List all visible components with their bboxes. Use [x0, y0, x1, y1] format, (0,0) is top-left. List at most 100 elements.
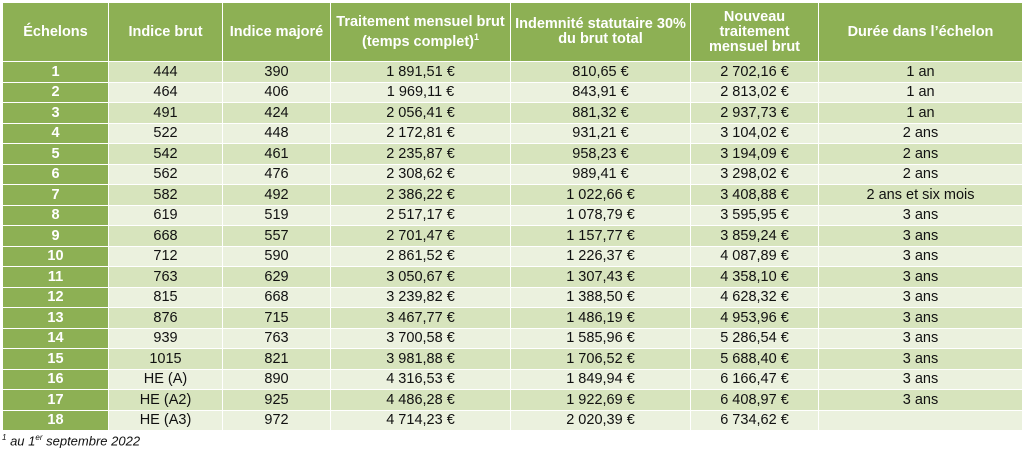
- cell-indemnite: 881,32 €: [510, 102, 691, 124]
- cell-echelon: 12: [2, 286, 109, 308]
- table-row: 9 668 557 2 701,47 €1 157,77 €3 859,24 €3 a…: [2, 225, 1023, 247]
- cell-duree: 2 ans et six mois: [818, 184, 1023, 206]
- cell-indice-majore: 476: [222, 163, 331, 185]
- footnote-sup: er: [35, 433, 43, 442]
- cell-duree: 1 an: [818, 81, 1023, 103]
- cell-echelon: 17: [2, 389, 109, 411]
- cell-duree: [818, 409, 1023, 431]
- cell-indice-majore: 590: [222, 245, 331, 267]
- cell-indice-majore: 448: [222, 122, 331, 144]
- cell-indice-majore: 629: [222, 266, 331, 288]
- cell-duree: 3 ans: [818, 327, 1023, 349]
- cell-traitement: 2 172,81 €: [330, 122, 511, 144]
- cell-nouveau-traitement: 2 813,02 €: [690, 81, 819, 103]
- cell-nouveau-traitement: 3 104,02 €: [690, 122, 819, 144]
- cell-duree: 3 ans: [818, 204, 1023, 226]
- cell-indice-majore: 715: [222, 307, 331, 329]
- cell-traitement: 4 714,23 €: [330, 409, 511, 431]
- cell-indice-brut: 712: [108, 245, 223, 267]
- cell-duree: 2 ans: [818, 143, 1023, 165]
- cell-indice-brut: 542: [108, 143, 223, 165]
- cell-duree: 3 ans: [818, 348, 1023, 370]
- table-row: 2 464 406 1 969,11 €843,91 €2 813,02 €1 an: [2, 81, 1023, 103]
- cell-nouveau-traitement: 3 595,95 €: [690, 204, 819, 226]
- cell-indice-majore: 925: [222, 389, 331, 411]
- cell-traitement: 2 386,22 €: [330, 184, 511, 206]
- cell-indice-brut: 619: [108, 204, 223, 226]
- cell-indice-brut: 562: [108, 163, 223, 185]
- cell-indice-majore: 406: [222, 81, 331, 103]
- cell-indice-brut: HE (A2): [108, 389, 223, 411]
- cell-duree: 3 ans: [818, 389, 1023, 411]
- header-duree: Durée dans l’échelon: [818, 2, 1023, 62]
- cell-nouveau-traitement: 3 298,02 €: [690, 163, 819, 185]
- footnote-text: au 1: [6, 433, 36, 449]
- cell-echelon: 9: [2, 225, 109, 247]
- cell-echelon: 10: [2, 245, 109, 267]
- cell-indemnite: 989,41 €: [510, 163, 691, 185]
- footnote-mark: 1: [2, 433, 7, 442]
- cell-echelon: 13: [2, 307, 109, 329]
- header-indice-majore: Indice majoré: [222, 2, 331, 62]
- cell-indemnite: 1 388,50 €: [510, 286, 691, 308]
- table-row: 11 763 629 3 050,67 €1 307,43 €4 358,10 €3 …: [2, 266, 1023, 288]
- cell-duree: 3 ans: [818, 245, 1023, 267]
- salary-grid-table: Échelons Indice brut Indice majoré Trait…: [2, 2, 1023, 431]
- table-row: 4 522 448 2 172,81 €931,21 €3 104,02 €2 ans: [2, 122, 1023, 144]
- cell-duree: 1 an: [818, 61, 1023, 83]
- cell-indice-brut: 815: [108, 286, 223, 308]
- cell-indice-majore: 557: [222, 225, 331, 247]
- cell-nouveau-traitement: 4 358,10 €: [690, 266, 819, 288]
- cell-duree: 3 ans: [818, 286, 1023, 308]
- cell-duree: 1 an: [818, 102, 1023, 124]
- cell-traitement: 3 467,77 €: [330, 307, 511, 329]
- cell-nouveau-traitement: 6 408,97 €: [690, 389, 819, 411]
- cell-nouveau-traitement: 2 937,73 €: [690, 102, 819, 124]
- cell-indice-brut: 464: [108, 81, 223, 103]
- cell-echelon: 7: [2, 184, 109, 206]
- table-row: 16 HE (A) 890 4 316,53 €1 849,94 €6 166,47 …: [2, 368, 1023, 390]
- cell-indice-majore: 492: [222, 184, 331, 206]
- cell-nouveau-traitement: 6 734,62 €: [690, 409, 819, 431]
- cell-indice-brut: 763: [108, 266, 223, 288]
- table-row: 6 562 476 2 308,62 €989,41 €3 298,02 €2 ans: [2, 163, 1023, 185]
- header-nouveau-traitement: Nouveau traitement mensuel brut: [690, 2, 819, 62]
- cell-indice-majore: 390: [222, 61, 331, 83]
- table-row: 12 815 668 3 239,82 €1 388,50 €4 628,32 €3 …: [2, 286, 1023, 308]
- cell-indice-brut: 1015: [108, 348, 223, 370]
- table-row: 7 582 492 2 386,22 €1 022,66 €3 408,88 €2 a…: [2, 184, 1023, 206]
- cell-indemnite: 1 849,94 €: [510, 368, 691, 390]
- cell-indemnite: 1 486,19 €: [510, 307, 691, 329]
- table-row: 1 444 390 1 891,51 €810,65 €2 702,16 €1 an: [2, 61, 1023, 83]
- cell-nouveau-traitement: 5 688,40 €: [690, 348, 819, 370]
- cell-echelon: 1: [2, 61, 109, 83]
- cell-indemnite: 1 706,52 €: [510, 348, 691, 370]
- table-row: 15 1015 821 3 981,88 €1 706,52 €5 688,40 €3…: [2, 348, 1023, 370]
- cell-traitement: 3 050,67 €: [330, 266, 511, 288]
- cell-traitement: 2 056,41 €: [330, 102, 511, 124]
- table-row: 13 876 715 3 467,77 €1 486,19 €4 953,96 €3 …: [2, 307, 1023, 329]
- cell-indice-majore: 519: [222, 204, 331, 226]
- cell-nouveau-traitement: 4 628,32 €: [690, 286, 819, 308]
- cell-nouveau-traitement: 6 166,47 €: [690, 368, 819, 390]
- table-row: 8 619 519 2 517,17 €1 078,79 €3 595,95 €3 a…: [2, 204, 1023, 226]
- cell-indice-majore: 763: [222, 327, 331, 349]
- cell-echelon: 14: [2, 327, 109, 349]
- header-traitement-text: Traitement mensuel brut (temps complet): [336, 13, 505, 50]
- cell-traitement: 2 861,52 €: [330, 245, 511, 267]
- cell-traitement: 2 701,47 €: [330, 225, 511, 247]
- cell-traitement: 2 517,17 €: [330, 204, 511, 226]
- cell-indice-majore: 972: [222, 409, 331, 431]
- cell-traitement: 3 239,82 €: [330, 286, 511, 308]
- cell-indice-majore: 890: [222, 368, 331, 390]
- cell-echelon: 3: [2, 102, 109, 124]
- cell-indemnite: 1 078,79 €: [510, 204, 691, 226]
- header-indice-brut: Indice brut: [108, 2, 223, 62]
- cell-nouveau-traitement: 4 087,89 €: [690, 245, 819, 267]
- cell-indice-brut: 668: [108, 225, 223, 247]
- cell-indice-majore: 424: [222, 102, 331, 124]
- cell-duree: 2 ans: [818, 122, 1023, 144]
- cell-traitement: 1 891,51 €: [330, 61, 511, 83]
- cell-indice-majore: 461: [222, 143, 331, 165]
- cell-traitement: 4 316,53 €: [330, 368, 511, 390]
